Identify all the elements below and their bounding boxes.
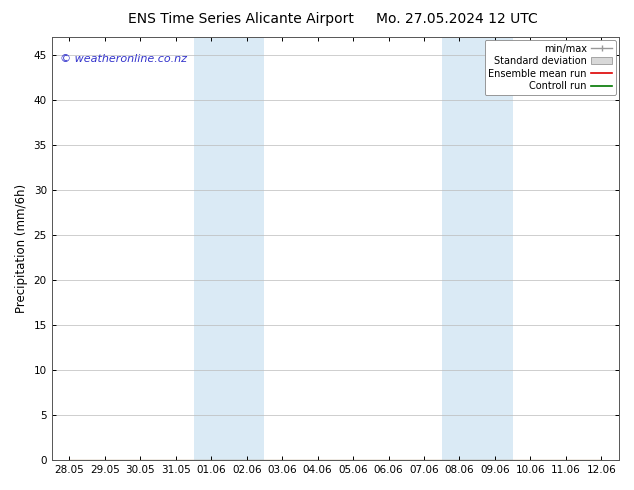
Legend: min/max, Standard deviation, Ensemble mean run, Controll run: min/max, Standard deviation, Ensemble me… [484,40,616,95]
Bar [442,37,513,460]
Text: ENS Time Series Alicante Airport: ENS Time Series Alicante Airport [128,12,354,26]
Text: © weatheronline.co.nz: © weatheronline.co.nz [60,54,187,64]
Y-axis label: Precipitation (mm/6h): Precipitation (mm/6h) [15,184,28,313]
Bar [193,37,264,460]
Text: Mo. 27.05.2024 12 UTC: Mo. 27.05.2024 12 UTC [375,12,538,26]
